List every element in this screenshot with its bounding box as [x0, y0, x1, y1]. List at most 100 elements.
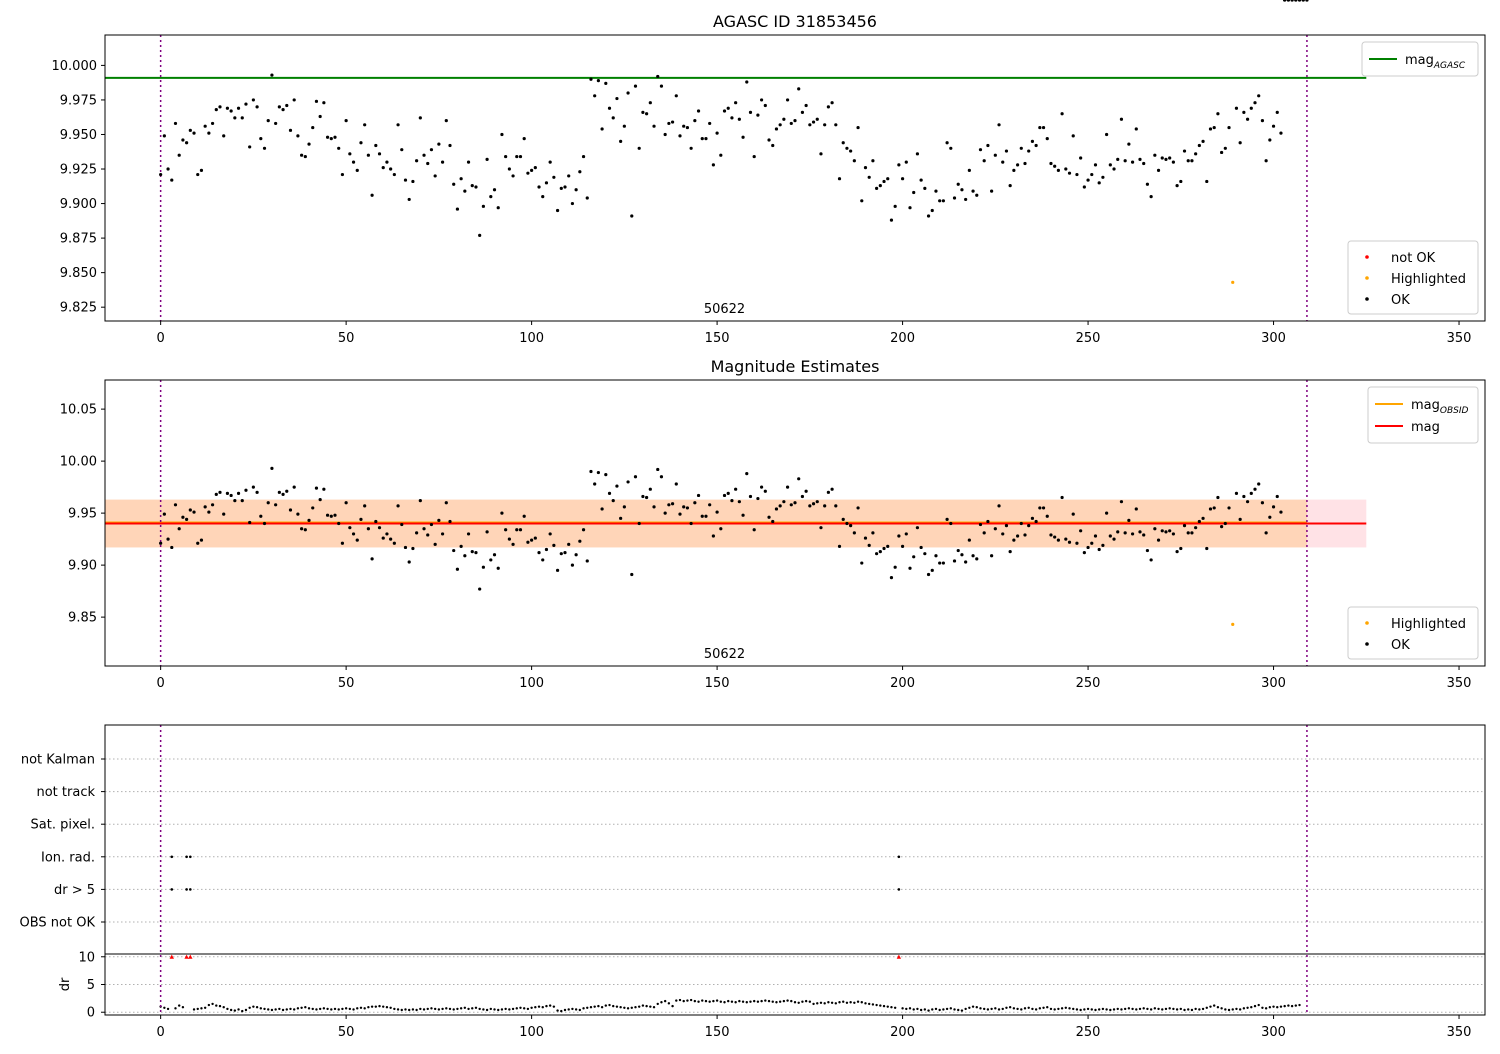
legend-label-main: mag [1411, 398, 1440, 413]
data-point-ok [923, 186, 927, 190]
data-point-ok [619, 516, 623, 520]
data-point-ok [1168, 529, 1172, 533]
data-point-ok [1041, 506, 1046, 510]
dr-point [1194, 1007, 1197, 1011]
data-point-ok [748, 110, 753, 114]
data-point-ok [1067, 171, 1072, 175]
data-point-ok [526, 540, 530, 544]
dr-point [701, 999, 704, 1002]
data-point-ok [1023, 533, 1027, 537]
data-point-ok [708, 503, 712, 507]
dr-point [426, 1007, 429, 1011]
dr-point [964, 1007, 967, 1011]
data-point-ok [1205, 179, 1209, 184]
data-point-ok [1197, 143, 1201, 148]
data-point-ok [719, 527, 723, 531]
dr-point [1161, 1008, 1164, 1011]
data-point-ok [1260, 119, 1265, 123]
data-point-ok [956, 548, 960, 553]
data-point-ok [982, 531, 986, 535]
data-point-ok [1186, 159, 1190, 163]
dr-point [445, 1007, 448, 1010]
data-point-ok [1071, 134, 1075, 138]
data-point-ok [429, 148, 434, 152]
data-point-ok [392, 172, 396, 177]
data-point-ok [656, 467, 660, 472]
data-point-ok [307, 518, 311, 523]
dr-point [574, 1008, 578, 1011]
data-point-ok [760, 485, 764, 489]
dr-point [960, 1009, 964, 1012]
dr-point [660, 1001, 663, 1004]
dr-point [318, 1007, 322, 1011]
dr-point [467, 1007, 470, 1011]
data-point-ok [1275, 494, 1279, 499]
data-point-ok [826, 490, 830, 494]
data-point-ok [578, 539, 582, 543]
data-point-ok [1097, 547, 1101, 552]
dr-point [411, 1008, 415, 1011]
data-point-ok [355, 168, 359, 173]
data-point-ok [823, 123, 827, 127]
data-point-ok [444, 501, 448, 505]
data-point-ok [218, 490, 222, 494]
data-point-ok [307, 142, 311, 146]
data-point-ok [1294, 0, 1298, 2]
ytick-label: 9.925 [60, 163, 97, 178]
dr-point [489, 1007, 493, 1011]
data-point-ok [678, 512, 682, 516]
data-point-ok [622, 124, 626, 128]
data-point-ok [492, 553, 497, 557]
data-point-ok [166, 167, 170, 171]
dr-outlier-marker [896, 954, 902, 959]
data-point-ok [1257, 94, 1261, 98]
data-point-ok [696, 493, 701, 498]
data-point-ok [448, 519, 452, 524]
data-point-ok [689, 521, 693, 526]
data-point-ok [830, 487, 834, 491]
dr-point [1261, 1006, 1264, 1009]
data-point-ok [363, 123, 367, 127]
data-point-ok [993, 527, 997, 531]
xtick-label: 50 [338, 1025, 355, 1040]
dr-point [760, 999, 763, 1003]
panel-agasc-plot: 50622 9.825 9.850 9.875 9.900 9.925 9.950 9.975… [52, 0, 1486, 346]
data-point-ok [934, 189, 938, 193]
data-point-ok [207, 510, 211, 514]
data-point-ok [396, 504, 400, 508]
data-point-ok [819, 152, 823, 156]
data-point-ok [1097, 181, 1101, 185]
data-point-ok [696, 109, 701, 113]
data-point-ok [333, 135, 337, 139]
dr-point [241, 1009, 244, 1013]
data-point-ok [938, 199, 942, 203]
data-point-ok [159, 172, 163, 177]
dr-point [882, 1004, 886, 1008]
dr-point [1120, 1008, 1123, 1011]
data-point-ok [1197, 519, 1201, 524]
data-point-ok [270, 466, 274, 470]
dr-point [1205, 1006, 1208, 1009]
dr-point [1020, 1008, 1023, 1011]
dr-point [244, 1008, 248, 1012]
dr-point [634, 1006, 637, 1009]
data-point-ok [900, 177, 905, 181]
data-point-ok [1216, 112, 1220, 116]
data-point-ok [541, 195, 545, 199]
dr-point [834, 1002, 838, 1005]
data-point-ok [1001, 160, 1005, 164]
data-point-ok [188, 508, 192, 512]
data-point-ok [841, 517, 845, 521]
dr-point [1005, 1006, 1008, 1009]
data-point-ok [259, 137, 263, 141]
dr-point [274, 1008, 277, 1011]
dr-point [1012, 1007, 1016, 1010]
data-point-ok [863, 166, 868, 170]
data-point-ok [574, 553, 578, 557]
dr-point [689, 998, 693, 1002]
data-point-ok [300, 153, 304, 157]
dr-point [1127, 1007, 1131, 1010]
dr-point [537, 1005, 541, 1008]
legend-item-label: magOBSID [1411, 398, 1469, 416]
data-point-ok [229, 493, 233, 498]
